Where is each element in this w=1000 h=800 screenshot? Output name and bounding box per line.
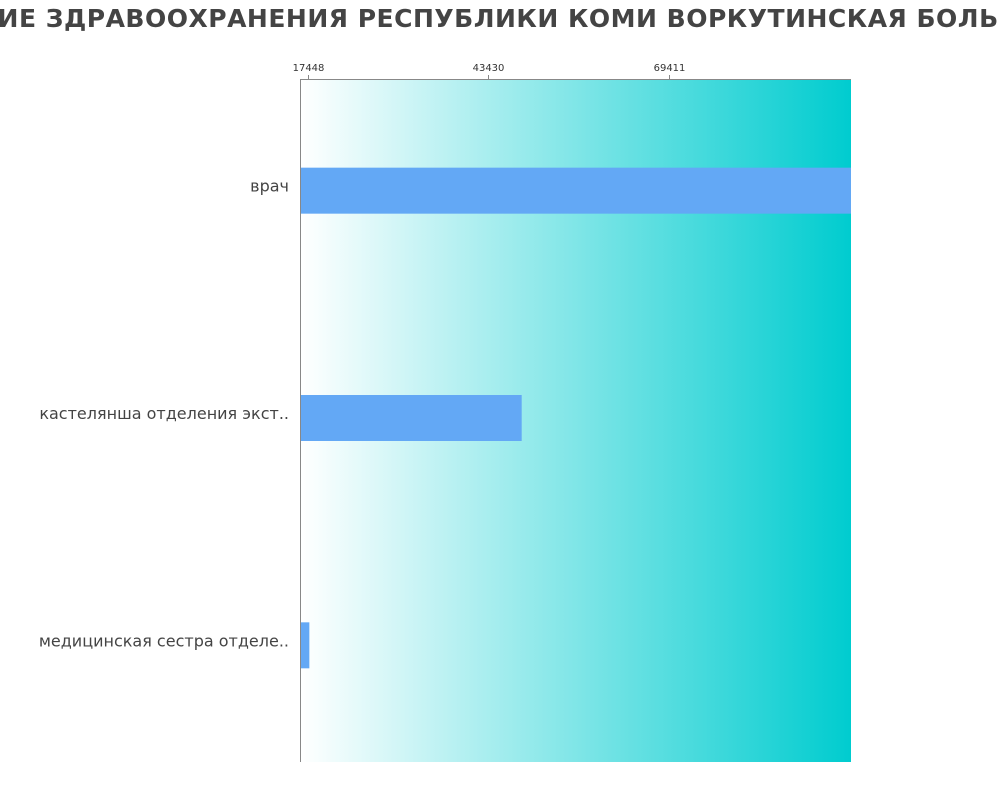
x-tick-label-1: 43430 — [473, 63, 505, 74]
chart-title: ЕНИЕ ЗДРАВООХРАНЕНИЯ РЕСПУБЛИКИ КОМИ ВОР… — [0, 4, 1000, 33]
category-label-0: врач — [250, 177, 289, 196]
category-label-2: медицинская сестра отделе.. — [39, 631, 289, 650]
category-label-1: кастелянша отделения экст.. — [39, 404, 289, 423]
x-tick-label-0: 17448 — [293, 63, 325, 74]
bar-1 — [301, 395, 522, 441]
x-tick-label-2: 69411 — [654, 63, 686, 74]
bar-0 — [301, 167, 851, 214]
bar-2 — [301, 622, 310, 669]
